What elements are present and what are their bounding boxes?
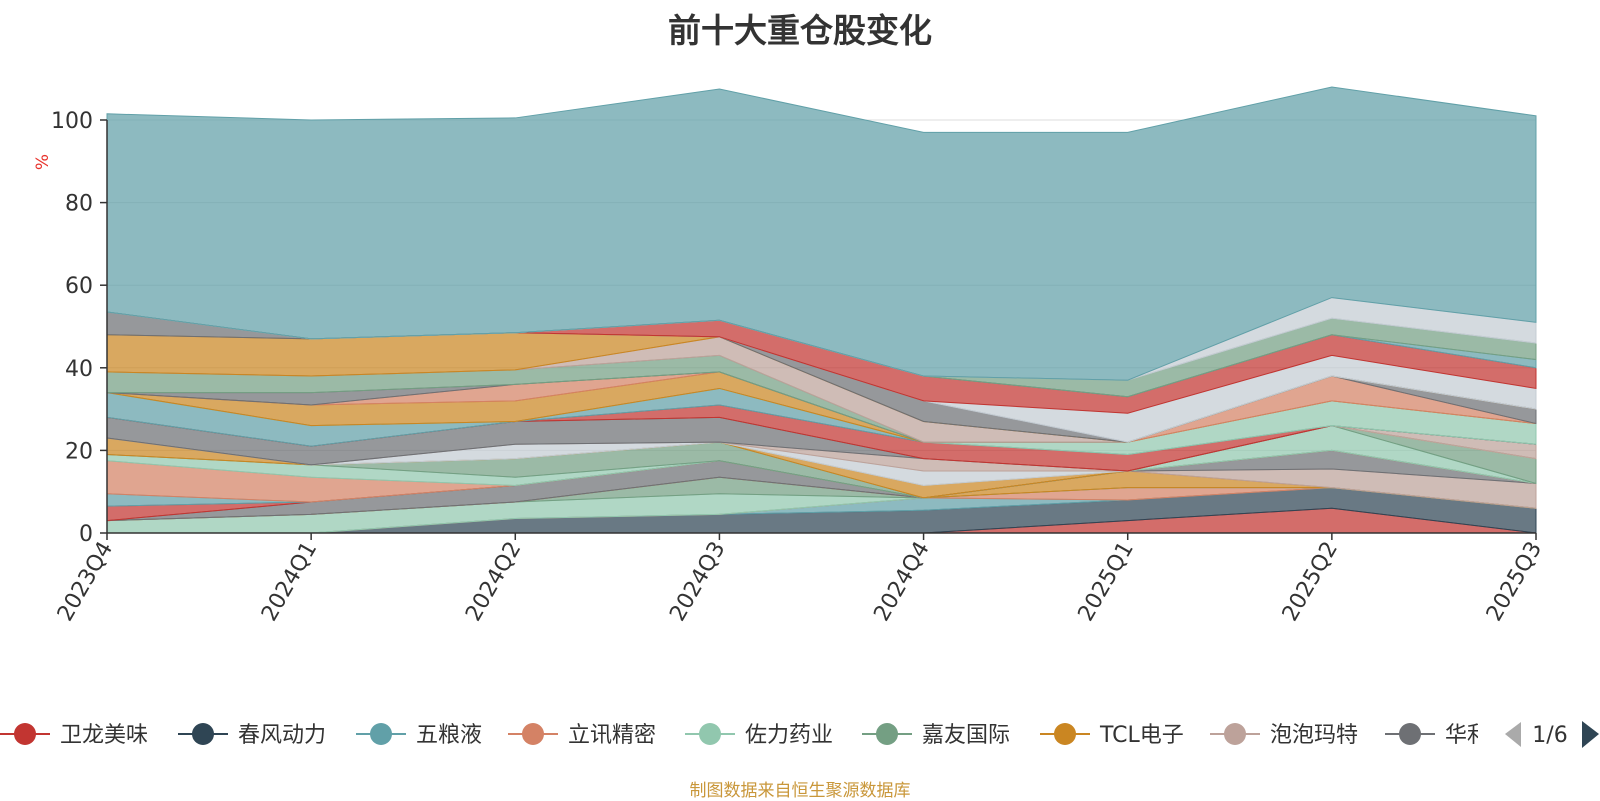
- y-tick-label: 60: [65, 274, 93, 299]
- legend-item-五粮液[interactable]: 五粮液: [356, 723, 482, 748]
- legend[interactable]: 卫龙美味 春风动力 五粮液 立讯精密 佐力药业 嘉友国际 TCL电子 泡泡玛特 华利集团 1/6: [0, 721, 1599, 748]
- legend-item-嘉友国际[interactable]: 嘉友国际: [862, 723, 1010, 748]
- y-tick-label: 0: [79, 522, 93, 547]
- data-source-note: 制图数据来自恒生聚源数据库: [689, 781, 911, 801]
- legend-marker-icon: [699, 723, 721, 745]
- y-tick-label: 80: [65, 192, 93, 217]
- x-tick-label: 2025Q2: [1278, 538, 1343, 626]
- y-tick-label: 20: [65, 439, 93, 464]
- legend-label: 五粮液: [416, 723, 482, 748]
- legend-item-TCL电子[interactable]: TCL电子: [1040, 723, 1184, 748]
- legend-marker-icon: [1224, 723, 1246, 745]
- x-tick-label: 2024Q1: [257, 538, 322, 626]
- legend-item-泡泡玛特[interactable]: 泡泡玛特: [1210, 723, 1358, 748]
- legend-next-icon[interactable]: [1582, 721, 1599, 748]
- legend-marker-icon: [876, 723, 898, 745]
- legend-marker-icon: [522, 723, 544, 745]
- legend-label: 嘉友国际: [922, 723, 1010, 748]
- x-tick-label: 2024Q3: [665, 538, 730, 626]
- x-tick-label: 2024Q4: [869, 538, 934, 626]
- legend-marker-icon: [14, 723, 36, 745]
- legend-marker-icon: [1399, 723, 1421, 745]
- legend-marker-icon: [370, 723, 392, 745]
- legend-marker-icon: [192, 723, 214, 745]
- legend-item-立讯精密[interactable]: 立讯精密: [508, 723, 656, 748]
- chart-title: 前十大重仓股变化: [668, 11, 932, 50]
- legend-item-华利集团[interactable]: 华利集团: [1385, 723, 1533, 748]
- legend-label: 佐力药业: [745, 723, 833, 748]
- y-tick-label: 40: [65, 357, 93, 382]
- y-tick-label: 100: [51, 109, 93, 134]
- legend-label: 华利集团: [1445, 723, 1533, 748]
- legend-item-卫龙美味[interactable]: 卫龙美味: [0, 723, 148, 748]
- legend-label: 立讯精密: [568, 723, 656, 748]
- x-tick-label: 2023Q4: [53, 538, 118, 626]
- legend-label: 卫龙美味: [60, 723, 148, 748]
- legend-prev-icon[interactable]: [1505, 722, 1521, 747]
- legend-page-indicator: 1/6: [1532, 723, 1567, 748]
- legend-label: 泡泡玛特: [1270, 723, 1358, 748]
- y-axis-label: %: [33, 154, 53, 170]
- x-tick-label: 2025Q3: [1482, 538, 1547, 626]
- legend-item-春风动力[interactable]: 春风动力: [178, 723, 326, 748]
- x-tick-label: 2024Q2: [461, 538, 526, 626]
- legend-label: 春风动力: [238, 723, 326, 748]
- area-series: [106, 86, 1537, 534]
- legend-marker-icon: [1054, 723, 1076, 745]
- area-系列34[interactable]: [106, 86, 1537, 381]
- x-tick-label: 2025Q1: [1074, 538, 1139, 626]
- legend-item-佐力药业[interactable]: 佐力药业: [685, 723, 833, 748]
- legend-label: TCL电子: [1099, 723, 1184, 748]
- legend-items: 卫龙美味 春风动力 五粮液 立讯精密 佐力药业 嘉友国际 TCL电子 泡泡玛特 华利集团: [0, 723, 1533, 748]
